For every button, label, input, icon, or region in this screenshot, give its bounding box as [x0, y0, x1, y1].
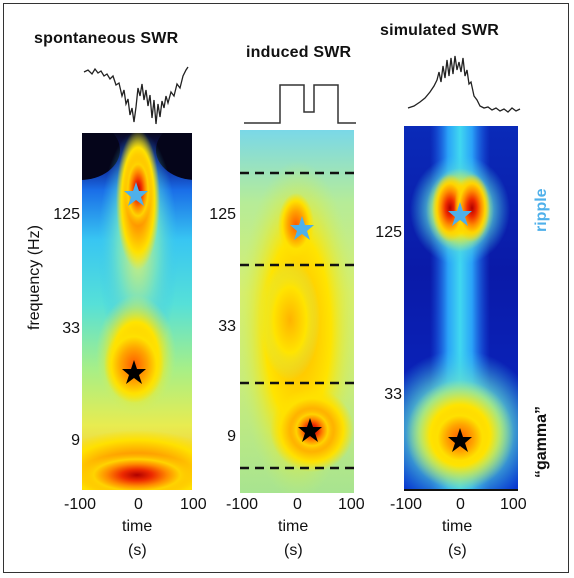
x-tick: 100 [338, 496, 365, 513]
panel-title-simulated: simulated SWR [380, 22, 500, 39]
x-tick: -100 [64, 496, 97, 513]
x-axis-label: time [278, 518, 309, 535]
induced-heatmap [240, 130, 354, 493]
gamma-band-label: “gamma” [533, 405, 550, 478]
x-tick: -100 [390, 496, 423, 513]
panel-title-induced: induced SWR [246, 44, 352, 61]
y-tick: 125 [375, 224, 402, 241]
y-tick: 33 [218, 318, 236, 335]
y-axis-label: frequency (Hz) [26, 225, 43, 330]
stimulus-pulse-line [244, 84, 356, 124]
x-axis-label: time [442, 518, 473, 535]
x-axis-unit: (s) [128, 542, 147, 559]
simulated-heatmap [404, 126, 518, 490]
simulated-trace-line [407, 55, 521, 113]
induced-dashed-lines [240, 171, 356, 470]
x-axis-unit: (s) [448, 542, 467, 559]
ripple-star-1 [124, 182, 148, 206]
x-tick: 0 [456, 496, 465, 513]
x-tick: 100 [500, 496, 527, 513]
gamma-star-3 [448, 428, 472, 452]
x-tick: -100 [226, 496, 259, 513]
y-tick: 125 [53, 206, 80, 223]
gamma-star-1 [122, 360, 146, 384]
ripple-star-3 [448, 202, 472, 226]
y-tick: 9 [227, 428, 236, 445]
y-tick: 125 [209, 206, 236, 223]
gamma-star-2 [298, 418, 322, 442]
y-tick: 33 [62, 320, 80, 337]
y-tick: 33 [384, 386, 402, 403]
x-tick: 0 [293, 496, 302, 513]
x-axis-label: time [122, 518, 153, 535]
ripple-band-label: ripple [533, 188, 550, 232]
panel-title-spontaneous: spontaneous SWR [34, 30, 179, 47]
x-axis-unit: (s) [284, 542, 303, 559]
ripple-star-2 [290, 216, 314, 240]
spontaneous-heatmap [82, 133, 192, 490]
spontaneous-trace-line [83, 66, 189, 125]
x-tick: 0 [134, 496, 143, 513]
x-tick: 100 [180, 496, 207, 513]
y-tick: 9 [71, 432, 80, 449]
